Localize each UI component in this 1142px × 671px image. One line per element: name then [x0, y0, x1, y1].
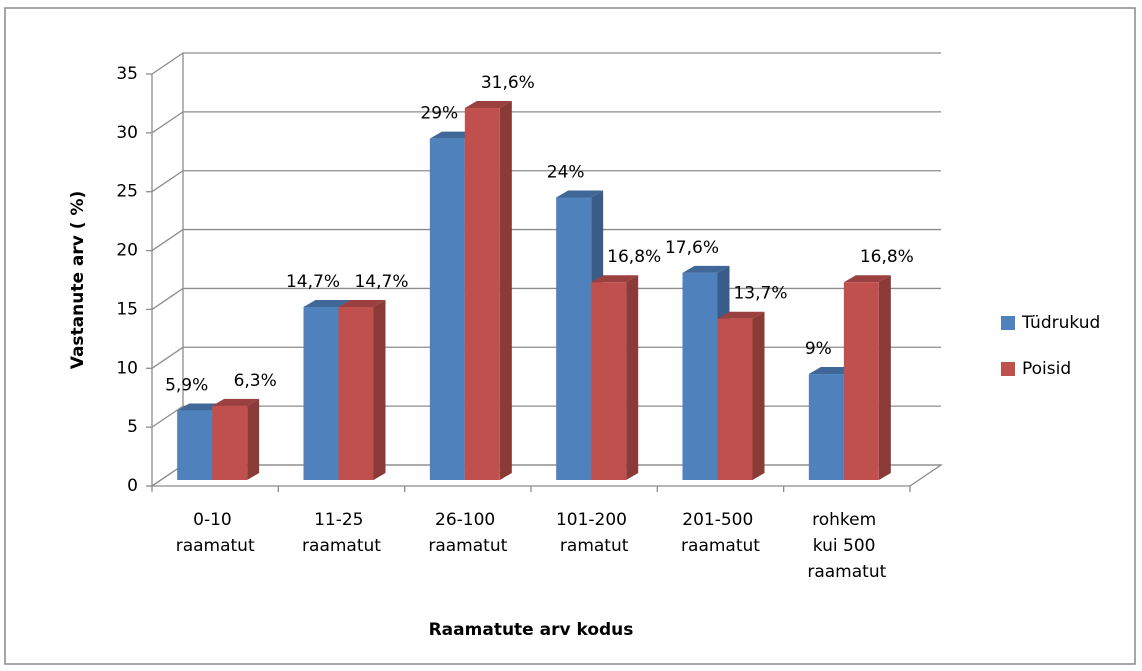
bar-front: [212, 405, 248, 480]
y-tick-label: 0: [127, 476, 138, 496]
bar-side: [247, 398, 260, 480]
data-label: 16,8%: [860, 247, 914, 267]
bar-front: [717, 318, 753, 480]
x-tick-label-line: 201-500: [682, 510, 753, 530]
bar-front: [682, 272, 718, 480]
data-label: 16,8%: [607, 247, 661, 267]
bar-front: [808, 374, 844, 480]
data-label: 5,9%: [165, 376, 208, 396]
x-axis-title: Raamatute arv kodus: [429, 620, 634, 640]
bar-front: [464, 108, 500, 480]
bar-front: [429, 138, 465, 480]
bar-top: [556, 190, 604, 198]
bar-top: [682, 265, 730, 273]
bar-front: [556, 197, 592, 480]
x-tick-label-line: raamatut: [176, 536, 255, 556]
y-tick-label: 30: [116, 123, 138, 143]
bar-side: [752, 311, 765, 480]
x-tick-label: 26-100 raamatut: [428, 510, 507, 556]
data-label: 9%: [805, 339, 832, 359]
x-tick-label-line: 101-200: [556, 510, 627, 530]
y-axis-title: Vastanute arv ( %): [68, 191, 88, 370]
y-tick-label: 5: [127, 417, 138, 437]
y-tick-label: 25: [116, 182, 138, 202]
bar: [591, 275, 639, 480]
legend-label: Tüdrukud: [1021, 313, 1100, 333]
data-label: 17,6%: [665, 238, 719, 258]
x-tick-label: 0-10 raamatut: [176, 510, 255, 556]
legend-swatch: [1001, 316, 1015, 330]
x-tick-label-line: raamatut: [428, 536, 507, 556]
y-tick-label: 15: [116, 299, 138, 319]
x-tick-label-line: 26-100: [435, 510, 495, 530]
bar-side: [499, 101, 512, 480]
x-tick-label-line: 11-25: [314, 510, 363, 530]
bar-front: [338, 306, 374, 480]
bar-front: [843, 282, 879, 480]
x-tick-label: 11-25 raamatut: [302, 510, 381, 556]
data-label: 24%: [547, 162, 585, 182]
x-tick-label: 101-200 ramatut: [556, 510, 632, 556]
bar-top: [591, 275, 639, 283]
bar-front: [177, 410, 213, 480]
data-label: 31,6%: [481, 73, 535, 93]
bar-top: [843, 275, 891, 283]
legend-swatch: [1001, 362, 1015, 376]
data-label: 29%: [420, 104, 458, 124]
y-tick-label: 10: [116, 358, 138, 378]
bar-top: [464, 101, 512, 109]
y-tick-label: 35: [116, 64, 138, 84]
data-label: 6,3%: [234, 371, 277, 391]
bar: [464, 101, 512, 480]
data-label: 14,7%: [354, 272, 408, 292]
bar: [717, 311, 765, 480]
bar-top: [717, 311, 765, 319]
legend-label: Poisid: [1022, 359, 1071, 379]
x-tick-label: 201-500 raamatut: [681, 510, 760, 556]
bar-side: [626, 275, 639, 480]
bar-side: [373, 299, 386, 480]
bar-front: [591, 282, 627, 480]
x-tick-label-line: kui 500: [813, 536, 876, 556]
x-tick-label-line: raamatut: [302, 536, 381, 556]
bar: [212, 398, 260, 480]
bar: [843, 275, 891, 480]
x-tick-label-line: 0-10: [193, 510, 232, 530]
bar-side: [878, 275, 891, 480]
bar-top: [212, 398, 260, 406]
x-tick-label-line: raamatut: [807, 562, 886, 582]
x-tick-label-line: rohkem: [812, 510, 876, 530]
bar-top: [303, 299, 351, 307]
data-label: 13,7%: [733, 284, 787, 304]
bar-front: [303, 306, 339, 480]
x-tick-label-line: ramatut: [560, 536, 629, 556]
data-label: 14,7%: [286, 272, 340, 292]
bar: [338, 299, 386, 480]
x-tick-label: rohkem kui 500 raamatut: [807, 510, 886, 582]
bar-top: [338, 299, 386, 307]
x-tick-label-line: raamatut: [681, 536, 760, 556]
y-tick-label: 20: [116, 241, 138, 261]
